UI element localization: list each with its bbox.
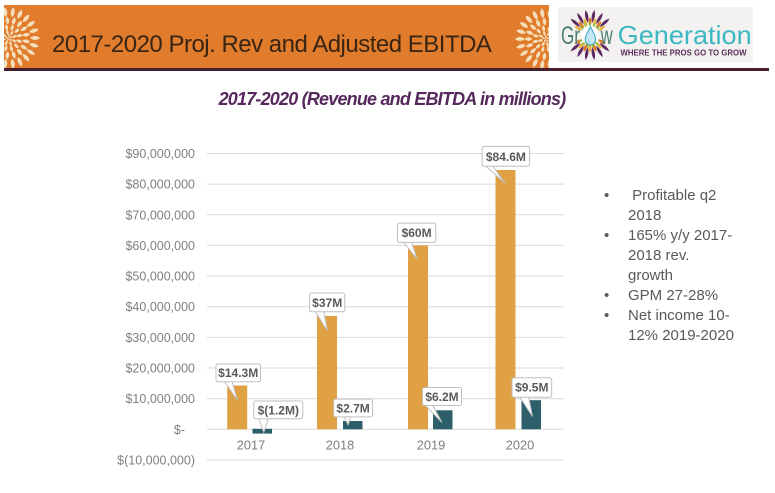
svg-text:$40,000,000: $40,000,000 (125, 300, 195, 314)
svg-text:2018: 2018 (326, 438, 354, 453)
svg-text:$10,000,000: $10,000,000 (125, 392, 195, 406)
svg-text:$60M: $60M (402, 226, 432, 240)
svg-text:$6.2M: $6.2M (425, 390, 458, 404)
svg-text:$84.6M: $84.6M (486, 150, 526, 164)
svg-text:$60,000,000: $60,000,000 (125, 239, 195, 253)
svg-text:$(1.2M): $(1.2M) (258, 403, 299, 417)
svg-text:$70,000,000: $70,000,000 (125, 208, 195, 222)
svg-text:2020: 2020 (506, 438, 534, 453)
svg-text:$90,000,000: $90,000,000 (125, 147, 195, 161)
svg-text:2017: 2017 (237, 438, 265, 453)
svg-text:$30,000,000: $30,000,000 (125, 331, 195, 345)
svg-text:$-: $- (174, 423, 185, 437)
svg-text:$14.3M: $14.3M (218, 366, 258, 380)
svg-text:Gr: Gr (561, 22, 580, 50)
svg-text:$37M: $37M (312, 296, 342, 310)
svg-text:$2.7M: $2.7M (336, 401, 369, 415)
svg-text:$20,000,000: $20,000,000 (125, 362, 195, 376)
svg-text:$50,000,000: $50,000,000 (125, 270, 195, 284)
svg-text:Generation: Generation (618, 20, 752, 50)
svg-text:$80,000,000: $80,000,000 (125, 178, 195, 192)
svg-text:w: w (600, 22, 613, 50)
svg-text:2019: 2019 (417, 438, 445, 453)
svg-text:WHERE THE PROS GO TO GROW: WHERE THE PROS GO TO GROW (621, 47, 747, 57)
svg-text:$(10,000,000): $(10,000,000) (117, 453, 195, 467)
svg-text:$9.5M: $9.5M (515, 381, 548, 395)
